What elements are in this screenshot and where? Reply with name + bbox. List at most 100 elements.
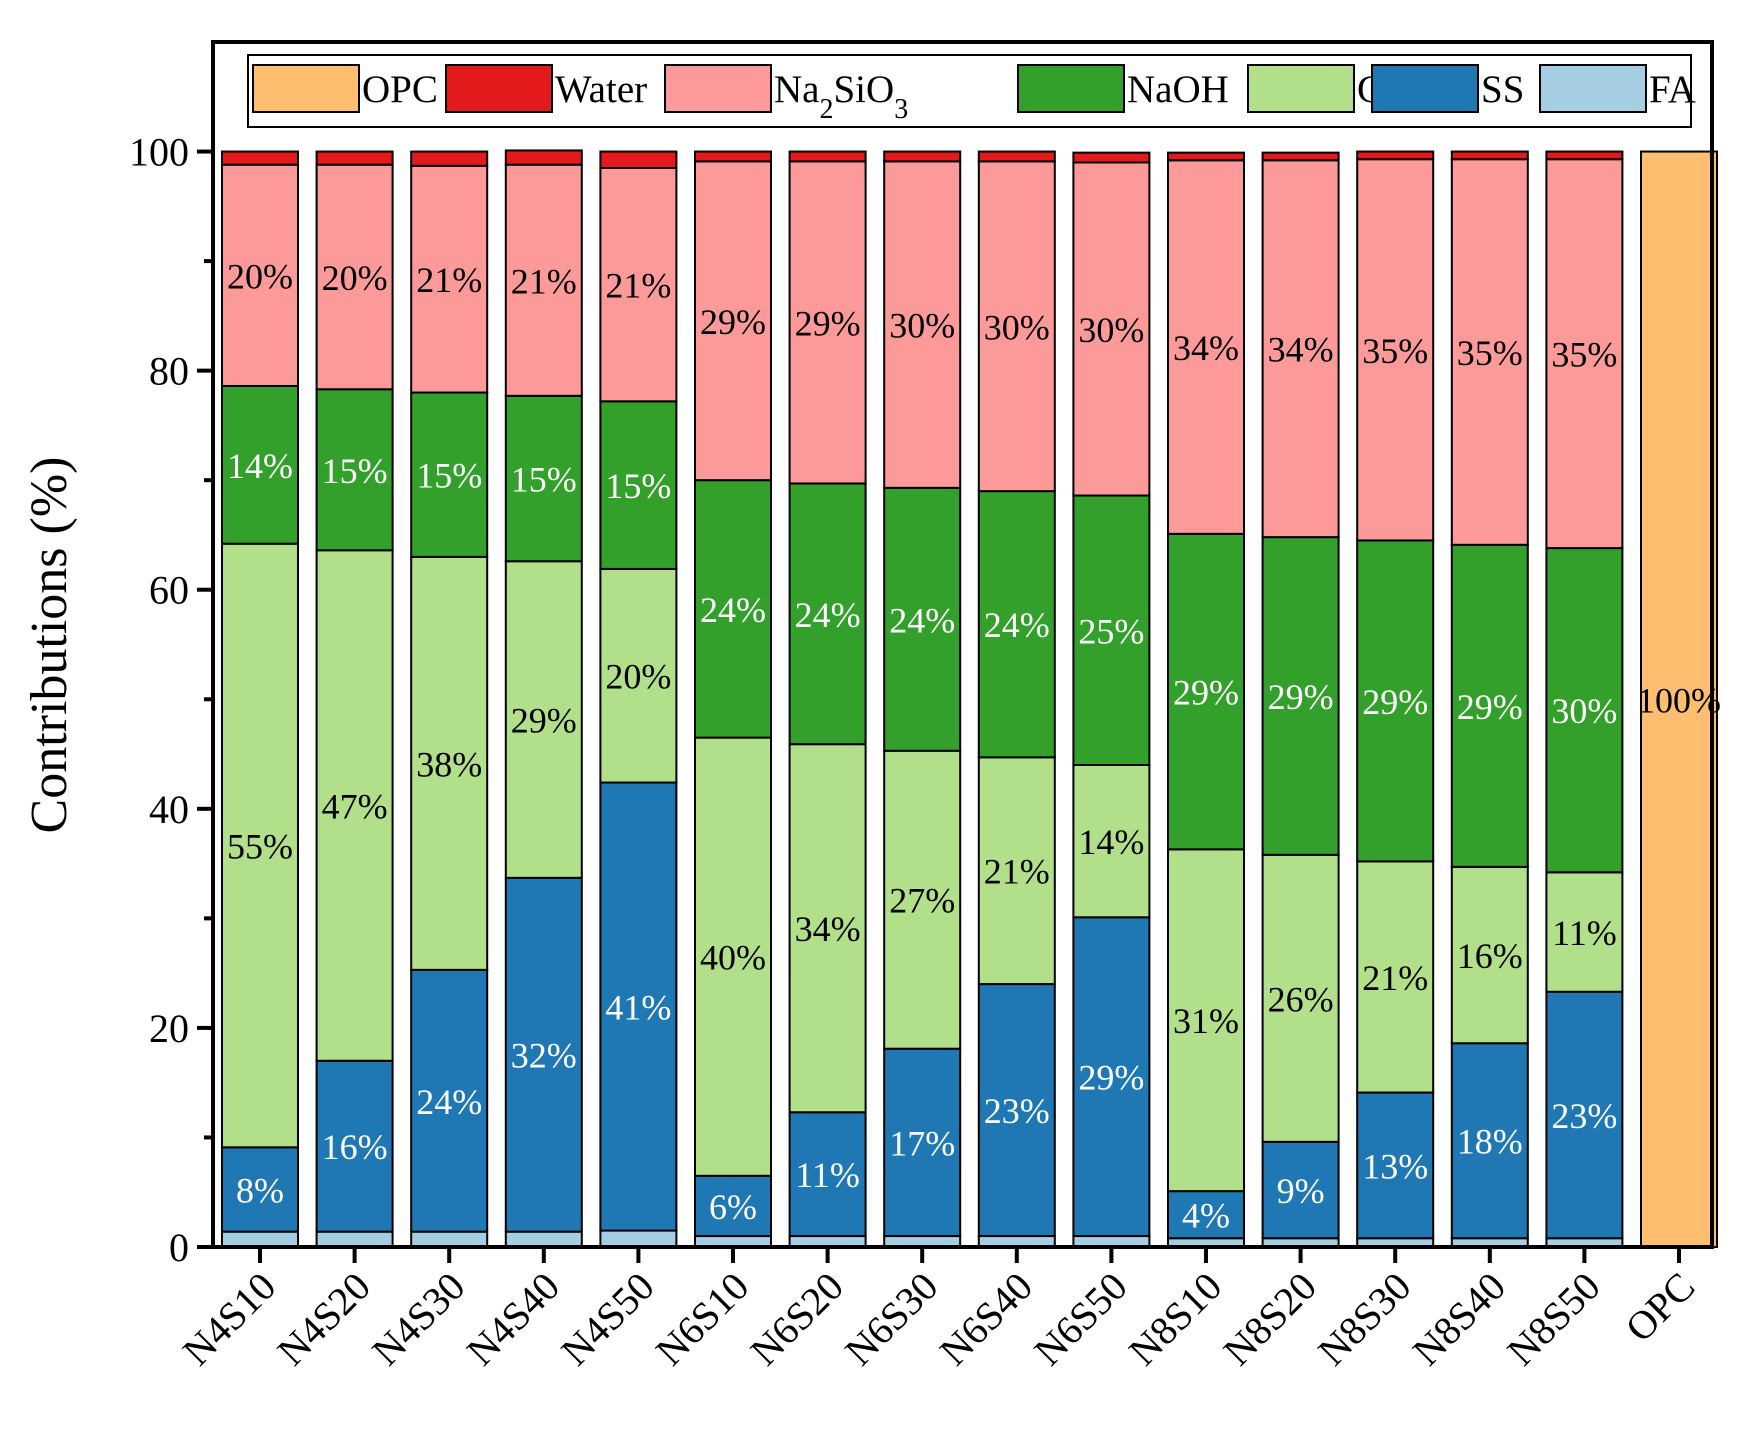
bar-segment-GGBS-N6S10	[694, 736, 772, 1177]
y-tick-label: 60	[149, 568, 189, 613]
y-tick-label: 40	[149, 787, 189, 832]
bar-segment-Water-N8S10	[1167, 151, 1245, 162]
bar-segment-GGBS-N4S20	[315, 549, 394, 1062]
y-tick-label: 20	[149, 1006, 189, 1051]
bar-segment-Na2SiO3-N4S10	[221, 163, 299, 387]
bar-segment-Na2SiO3-N4S20	[315, 163, 394, 391]
x-axis: N4S10N4S20N4S30N4S40N4S50N6S10N6S20N6S30…	[174, 1247, 1703, 1374]
data-label-GGBS-N8S50: 11%	[1552, 913, 1617, 953]
bar-segment-Water-N6S50	[1072, 151, 1151, 164]
bar-segment-GGBS-N6S30	[883, 749, 962, 1050]
data-label-Na2SiO3-N6S50: 30%	[1078, 310, 1144, 350]
x-tick-label-N4S40: N4S40	[458, 1264, 568, 1374]
data-label-NaOH-N4S40: 15%	[511, 460, 577, 500]
data-label-NaOH-N6S20: 24%	[795, 595, 861, 635]
legend-label-FA: FA	[1649, 68, 1696, 111]
data-label-Na2SiO3-N4S40: 21%	[511, 261, 577, 301]
bar-segment-Na2SiO3-N8S40	[1450, 158, 1529, 546]
bar-segment-GGBS-N8S50	[1545, 871, 1624, 993]
data-label-SS-N8S30: 13%	[1362, 1146, 1428, 1186]
bar-segment-OPC-OPC	[1640, 150, 1718, 1249]
bar-segment-Na2SiO3-N6S20	[788, 160, 867, 485]
data-label-SS-N6S30: 17%	[889, 1123, 955, 1163]
x-tick-label-N6S50: N6S50	[1025, 1264, 1135, 1374]
data-label-SS-N4S50: 41%	[605, 988, 671, 1028]
legend: OPCWaterNa2SiO3NaOHGGBSSSFA	[247, 54, 1696, 128]
bar-segment-Na2SiO3-N4S40	[504, 163, 583, 397]
bar-segment-GGBS-N6S40	[977, 756, 1056, 986]
data-label-GGBS-N8S40: 16%	[1457, 936, 1523, 976]
data-label-NaOH-N6S30: 24%	[889, 600, 955, 640]
x-tick-label-N4S30: N4S30	[363, 1264, 473, 1374]
data-label-NaOH-N8S20: 29%	[1268, 677, 1334, 717]
bar-segment-Water-N4S20	[315, 150, 394, 166]
data-label-SS-N6S40: 23%	[984, 1091, 1050, 1131]
data-label-GGBS-N4S40: 29%	[511, 701, 577, 741]
bar-segment-Water-N4S40	[504, 149, 583, 166]
data-label-SS-N4S20: 16%	[322, 1127, 388, 1167]
data-label-NaOH-N8S30: 29%	[1362, 682, 1428, 722]
data-label-SS-N4S40: 32%	[511, 1036, 577, 1076]
bar-segment-Water-N8S40	[1450, 150, 1529, 161]
data-labels-layer: 8% 55% 14% 20% 16% 47% 15% 20% 24% 38% 15% 21% 32% 29…	[227, 256, 1721, 1235]
bar-segment-GGBS-N4S30	[410, 555, 489, 971]
data-label-NaOH-N8S10: 29%	[1173, 673, 1239, 713]
bar-segment-Na2SiO3-N4S30	[410, 164, 489, 394]
legend-swatch-GGBS	[1247, 64, 1355, 113]
legend-label-SS: SS	[1481, 68, 1524, 111]
data-label-NaOH-N8S50: 30%	[1551, 691, 1617, 731]
bar-segment-NaOH-N8S20	[1261, 536, 1340, 856]
bar-segment-GGBS-N8S30	[1356, 860, 1435, 1094]
x-tick-label-N8S50: N8S50	[1498, 1264, 1608, 1374]
y-axis-title: Contributions (%)	[21, 457, 78, 834]
bar-segment-NaOH-N8S30	[1356, 539, 1435, 863]
x-tick-label-N6S40: N6S40	[931, 1264, 1041, 1374]
bar-segment-Na2SiO3-N6S10	[694, 160, 772, 482]
data-label-Na2SiO3-N6S20: 29%	[795, 303, 861, 343]
bar-segment-GGBS-N4S40	[504, 560, 583, 879]
bar-segment-Na2SiO3-N8S20	[1261, 159, 1340, 539]
data-label-Na2SiO3-N6S30: 30%	[889, 306, 955, 346]
bar-segment-NaOH-N6S10	[694, 479, 772, 739]
data-label-GGBS-N6S50: 14%	[1078, 822, 1144, 862]
bar-segment-SS-N8S20	[1261, 1140, 1340, 1240]
bar-segment-Na2SiO3-N6S30	[883, 160, 962, 489]
data-label-Na2SiO3-N8S20: 34%	[1268, 330, 1334, 370]
data-label-SS-N8S20: 9%	[1277, 1171, 1325, 1211]
data-label-SS-N8S40: 18%	[1457, 1122, 1523, 1162]
legend-swatch-FA	[1539, 64, 1647, 113]
bar-segment-SS-N6S30	[883, 1047, 962, 1238]
bar-segment-Na2SiO3-N8S50	[1545, 158, 1624, 550]
data-label-GGBS-N8S10: 31%	[1173, 1001, 1239, 1041]
bar-segment-Water-N8S50	[1545, 150, 1624, 161]
data-label-Na2SiO3-N8S10: 34%	[1173, 328, 1239, 368]
bar-segment-Na2SiO3-N4S50	[599, 166, 678, 403]
x-tick-label-N8S10: N8S10	[1120, 1264, 1230, 1374]
data-label-NaOH-N6S40: 24%	[984, 605, 1050, 645]
y-tick-label: 100	[129, 130, 189, 175]
bar-segment-Water-N8S30	[1356, 150, 1435, 161]
bar-segment-FA-N4S30	[410, 1230, 489, 1249]
data-label-NaOH-N6S10: 24%	[700, 590, 766, 630]
plot-area: 8% 55% 14% 20% 16% 47% 15% 20% 24% 38% 15% 21% 32% 29…	[129, 40, 1721, 1374]
bar-segment-GGBS-N6S50	[1072, 764, 1151, 919]
bar-segment-GGBS-N8S40	[1450, 865, 1529, 1045]
x-tick-label-N4S20: N4S20	[269, 1264, 379, 1374]
bar-segment-Water-N4S10	[221, 150, 299, 166]
data-label-SS-N8S10: 4%	[1182, 1196, 1230, 1236]
bar-segment-Water-N4S50	[599, 150, 678, 169]
data-label-Na2SiO3-N4S10: 20%	[227, 256, 293, 296]
legend-swatch-Na2SiO3	[664, 64, 772, 113]
x-tick-label-N8S30: N8S30	[1309, 1264, 1419, 1374]
data-label-GGBS-N4S10: 55%	[227, 827, 293, 867]
bar-segment-GGBS-N8S20	[1261, 853, 1340, 1143]
data-label-SS-N8S50: 23%	[1551, 1096, 1617, 1136]
y-tick-label: 0	[169, 1225, 189, 1270]
bar-segment-SS-N6S20	[788, 1111, 867, 1238]
x-tick-label-N6S10: N6S10	[647, 1264, 757, 1374]
bar-segment-SS-N4S50	[599, 781, 678, 1232]
bar-segment-NaOH-N8S50	[1545, 547, 1624, 874]
data-label-NaOH-N4S50: 15%	[605, 466, 671, 506]
data-label-NaOH-N8S40: 29%	[1457, 687, 1523, 727]
bar-segment-SS-N6S10	[694, 1174, 772, 1238]
